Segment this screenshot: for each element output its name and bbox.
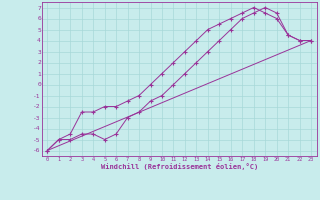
X-axis label: Windchill (Refroidissement éolien,°C): Windchill (Refroidissement éolien,°C) — [100, 163, 258, 170]
